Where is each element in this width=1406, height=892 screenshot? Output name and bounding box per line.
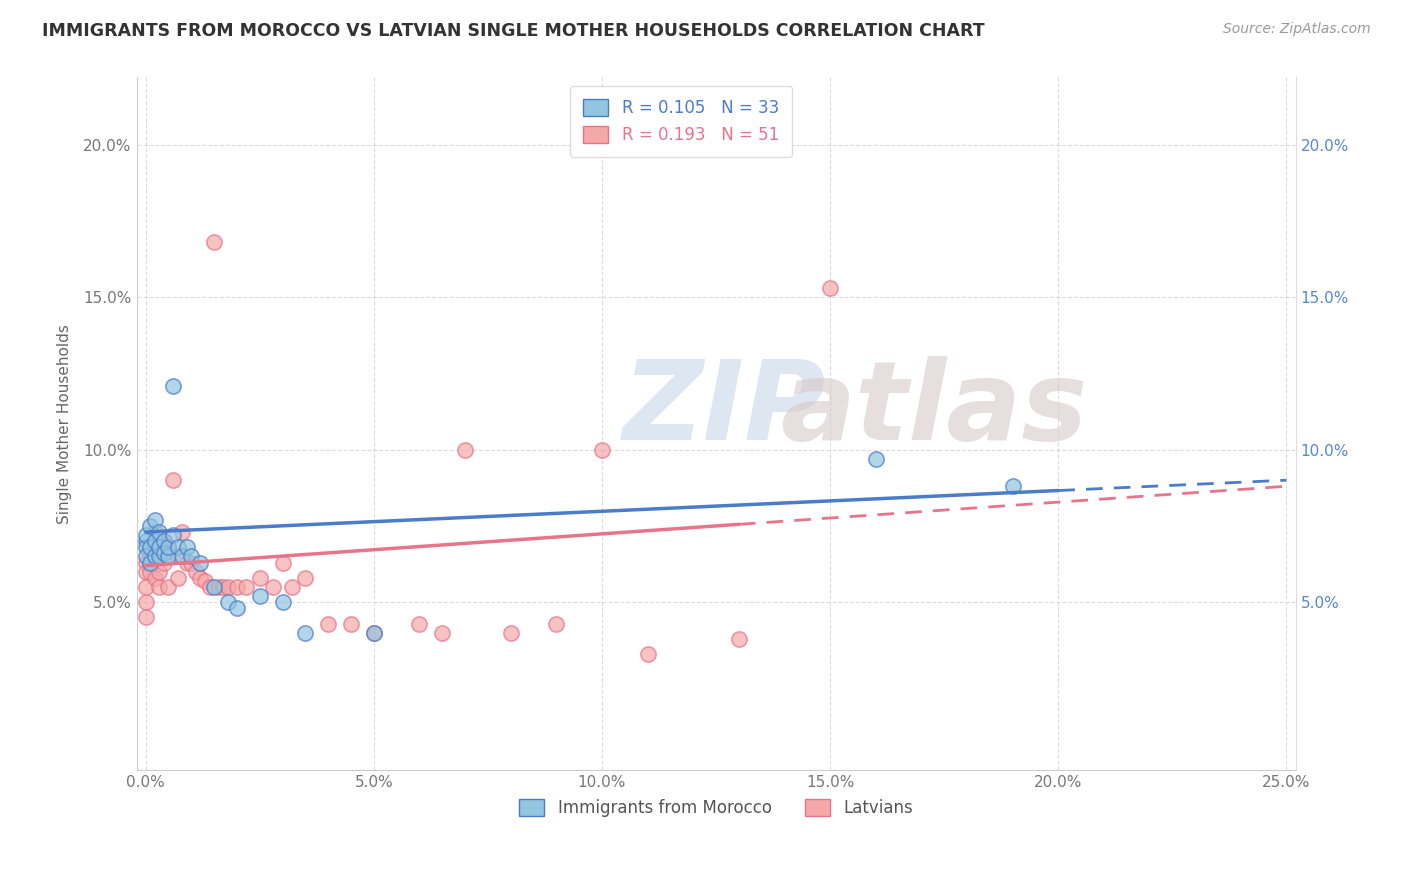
Point: [166, 571, 188, 585]
Point: [180, 549, 202, 564]
Point: [139, 541, 162, 555]
Point: [148, 541, 170, 555]
Point: [172, 524, 194, 539]
Point: [226, 601, 249, 615]
Point: [208, 580, 231, 594]
Point: [143, 534, 166, 549]
Point: [135, 580, 157, 594]
Point: [546, 616, 568, 631]
Point: [148, 524, 170, 539]
Point: [271, 595, 294, 609]
Point: [153, 556, 176, 570]
Point: [153, 546, 176, 560]
Point: [139, 549, 162, 564]
Point: [143, 524, 166, 539]
Point: [153, 534, 176, 549]
Point: [408, 616, 430, 631]
Point: [157, 580, 180, 594]
Point: [148, 549, 170, 564]
Point: [184, 565, 207, 579]
Point: [135, 610, 157, 624]
Point: [818, 281, 841, 295]
Point: [249, 571, 271, 585]
Point: [217, 580, 239, 594]
Point: [157, 541, 180, 555]
Point: [162, 378, 184, 392]
Point: [166, 549, 188, 564]
Point: [212, 580, 235, 594]
Point: [148, 580, 170, 594]
Point: [454, 442, 477, 457]
Point: [363, 625, 385, 640]
Point: [176, 541, 198, 555]
Point: [162, 528, 184, 542]
Point: [176, 556, 198, 570]
Y-axis label: Single Mother Households: Single Mother Households: [58, 324, 72, 524]
Text: Source: ZipAtlas.com: Source: ZipAtlas.com: [1223, 22, 1371, 37]
Point: [135, 534, 157, 549]
Point: [172, 549, 194, 564]
Point: [190, 556, 212, 570]
Point: [280, 580, 302, 594]
Point: [135, 549, 157, 564]
Point: [143, 513, 166, 527]
Point: [865, 451, 887, 466]
Point: [194, 574, 217, 588]
Point: [135, 556, 157, 570]
Point: [1001, 479, 1024, 493]
Point: [157, 549, 180, 564]
Point: [157, 541, 180, 555]
Point: [135, 541, 157, 555]
Point: [153, 534, 176, 549]
Point: [432, 625, 454, 640]
Point: [139, 519, 162, 533]
Text: IMMIGRANTS FROM MOROCCO VS LATVIAN SINGLE MOTHER HOUSEHOLDS CORRELATION CHART: IMMIGRANTS FROM MOROCCO VS LATVIAN SINGL…: [42, 22, 984, 40]
Point: [591, 442, 613, 457]
Point: [262, 580, 284, 594]
Point: [271, 556, 294, 570]
Point: [202, 235, 225, 250]
Point: [135, 565, 157, 579]
Text: ZIP: ZIP: [623, 357, 827, 463]
Point: [249, 589, 271, 603]
Point: [226, 580, 249, 594]
Point: [202, 580, 225, 594]
Point: [235, 580, 257, 594]
Legend: Immigrants from Morocco, Latvians: Immigrants from Morocco, Latvians: [513, 792, 920, 824]
Point: [340, 616, 363, 631]
Point: [166, 541, 188, 555]
Text: atlas: atlas: [780, 357, 1087, 463]
Point: [363, 625, 385, 640]
Point: [198, 580, 221, 594]
Point: [143, 541, 166, 555]
Point: [148, 549, 170, 564]
Point: [139, 565, 162, 579]
Point: [180, 556, 202, 570]
Point: [135, 528, 157, 542]
Point: [316, 616, 339, 631]
Point: [135, 595, 157, 609]
Point: [143, 571, 166, 585]
Point: [143, 549, 166, 564]
Point: [294, 625, 316, 640]
Point: [162, 473, 184, 487]
Point: [217, 595, 239, 609]
Point: [190, 571, 212, 585]
Point: [499, 625, 522, 640]
Point: [148, 565, 170, 579]
Point: [728, 632, 751, 646]
Point: [637, 647, 659, 661]
Point: [139, 556, 162, 570]
Point: [294, 571, 316, 585]
Point: [139, 541, 162, 555]
